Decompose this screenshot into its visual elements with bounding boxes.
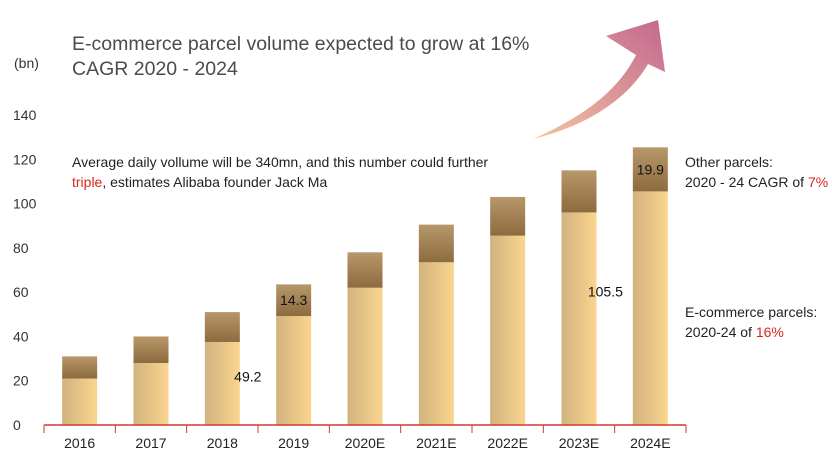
bars-group — [62, 147, 668, 425]
bar-ecommerce-2020e — [347, 287, 383, 425]
legend-ecommerce-parcels: E-commerce parcels: 2020-24 of 16% — [685, 302, 817, 342]
x-tick-label-2018: 2018 — [207, 435, 238, 451]
x-tick-label-2020e: 2020E — [345, 435, 385, 451]
legend-other-cagr-value: 7% — [807, 174, 829, 190]
bar-ecommerce-2023e — [561, 212, 597, 425]
x-tick-label-2021e: 2021E — [416, 435, 456, 451]
y-tick-label: 120 — [13, 151, 37, 167]
data-label-2024e: 105.5 — [588, 284, 623, 300]
bar-ecommerce-2021e — [418, 262, 454, 425]
bar-other-2016 — [62, 356, 98, 379]
data-label-2019: 49.2 — [234, 368, 261, 384]
x-tick-label-2016: 2016 — [64, 435, 95, 451]
y-axis-unit: (bn) — [14, 55, 39, 71]
bar-ecommerce-2016 — [62, 378, 98, 425]
bar-ecommerce-2024e — [632, 191, 668, 425]
x-tick-label-2023e: 2023E — [559, 435, 599, 451]
growth-arrow-icon — [533, 20, 665, 139]
chart-title: E-commerce parcel volume expected to gro… — [72, 33, 530, 80]
x-tick-label-2019: 2019 — [278, 435, 309, 451]
legend-other-title: Other parcels: — [685, 154, 773, 170]
legend-other-cagr: 2020 - 24 CAGR of 7% — [685, 172, 828, 192]
y-tick-label: 40 — [13, 328, 29, 344]
bar-ecommerce-2022e — [490, 235, 526, 425]
bar-other-2023e — [561, 170, 597, 213]
legend-ecom-title: E-commerce parcels: — [685, 304, 818, 320]
bar-other-2020e — [347, 252, 383, 288]
bar-other-2019 — [276, 284, 312, 317]
x-tick-label-2022e: 2022E — [487, 435, 527, 451]
bar-other-2022e — [490, 196, 526, 236]
bar-other-2017 — [133, 336, 169, 363]
y-axis: 0 20 40 60 80 100 120 140 — [13, 107, 37, 433]
legend-other-parcels: Other parcels: 2020 - 24 CAGR of 7% — [685, 152, 828, 192]
bar-ecommerce-2019 — [276, 316, 312, 425]
x-tick-label-2024e: 2024E — [630, 435, 670, 451]
note-prefix: Average daily vollume will be 340mn, and… — [72, 154, 489, 170]
data-label-2019: 14.3 — [280, 292, 307, 308]
y-tick-label: 0 — [13, 417, 21, 433]
note-highlight: triple — [72, 174, 103, 190]
note-suffix: , estimates Alibaba founder Jack Ma — [102, 174, 328, 190]
data-labels-group: 49.2 14.3 105.5 19.9 — [234, 161, 664, 384]
legend-ecom-cagr-prefix: 2020-24 of — [685, 324, 756, 340]
legend-other-cagr-prefix: 2020 - 24 CAGR of — [685, 174, 808, 190]
bar-other-2024e — [632, 147, 668, 192]
y-tick-label: 60 — [13, 284, 29, 300]
bar-ecommerce-2018 — [204, 341, 240, 425]
annotation-note: Average daily vollume will be 340mn, and… — [72, 152, 492, 192]
y-tick-label: 20 — [13, 373, 29, 389]
data-label-2024e: 19.9 — [637, 161, 664, 177]
y-tick-label: 100 — [13, 196, 37, 212]
y-tick-label: 140 — [13, 107, 37, 123]
legend-ecom-cagr: 2020-24 of 16% — [685, 322, 817, 342]
legend-ecom-cagr-value: 16% — [755, 324, 784, 340]
y-tick-label: 80 — [13, 240, 29, 256]
x-axis: 2016 2017 2018 2019 2020E 2021E 2022E 2023E 2024… — [43, 424, 687, 451]
bar-ecommerce-2017 — [133, 363, 169, 425]
bar-other-2021e — [418, 224, 454, 263]
x-tick-label-2017: 2017 — [135, 435, 166, 451]
bar-other-2018 — [204, 312, 240, 342]
